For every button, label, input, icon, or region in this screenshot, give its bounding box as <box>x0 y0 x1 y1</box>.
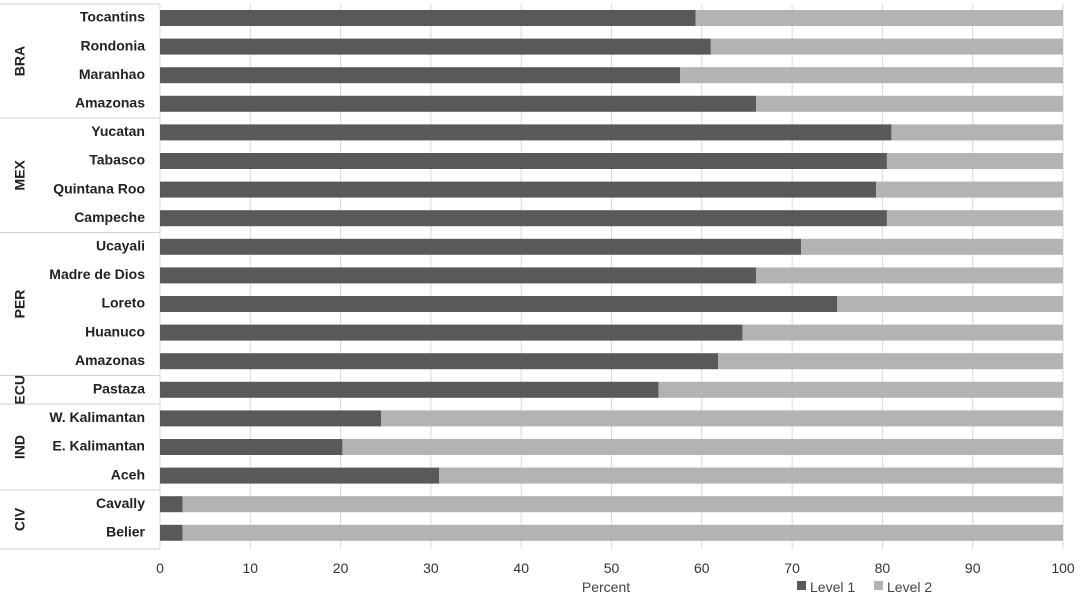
group-label: ECU <box>12 375 28 405</box>
bar-level-1 <box>160 439 343 455</box>
bar-level-1 <box>160 181 877 198</box>
x-tick-label: 20 <box>333 560 349 576</box>
bar-level-2 <box>182 524 1063 541</box>
legend-swatch <box>874 581 883 590</box>
bar-level-1 <box>160 10 696 26</box>
bar-level-2 <box>695 10 1063 26</box>
category-label: Maranhao <box>79 66 145 82</box>
bar-level-1 <box>160 95 756 112</box>
bar-level-2 <box>710 38 1063 55</box>
bar-level-2 <box>680 67 1063 84</box>
bar-level-2 <box>755 267 1063 284</box>
bar-level-1 <box>160 524 183 541</box>
category-label: Belier <box>106 524 145 540</box>
bar-level-2 <box>718 353 1063 370</box>
group-label: PER <box>12 290 28 319</box>
legend-swatch <box>797 581 806 590</box>
category-label: Tabasco <box>89 152 145 168</box>
x-tick-label: 0 <box>156 560 164 576</box>
bar-level-2 <box>886 210 1063 227</box>
bar-level-2 <box>381 410 1063 427</box>
x-tick-label: 60 <box>694 560 710 576</box>
bar-level-1 <box>160 296 838 312</box>
category-label: Rondonia <box>80 37 145 53</box>
category-label: Pastaza <box>93 381 145 397</box>
bar-level-2 <box>886 153 1063 169</box>
category-label: W. Kalimantan <box>49 409 145 425</box>
x-tick-label: 40 <box>513 560 529 576</box>
bar-level-1 <box>160 38 711 55</box>
bar-level-2 <box>342 439 1063 455</box>
bars <box>160 10 1064 541</box>
bar-level-1 <box>160 410 382 427</box>
bar-level-1 <box>160 153 887 169</box>
legend-label: Level 1 <box>810 579 855 595</box>
bar-level-1 <box>160 353 719 370</box>
category-label: Ucayali <box>96 238 145 254</box>
bar-level-2 <box>801 238 1063 255</box>
bar-level-1 <box>160 210 887 227</box>
category-label: Campeche <box>74 209 145 225</box>
category-label: Tocantins <box>80 9 145 25</box>
x-axis-ticks: 0 10 20 30 40 50 60 70 80 90 100 <box>156 560 1075 576</box>
category-label: Quintana Roo <box>53 180 145 196</box>
group-label: MEX <box>12 159 28 190</box>
group-label: BRA <box>12 46 28 76</box>
x-tick-label: 30 <box>423 560 439 576</box>
bar-level-1 <box>160 267 756 284</box>
bar-level-2 <box>755 95 1063 112</box>
bar-level-1 <box>160 238 802 255</box>
bar-level-2 <box>439 467 1064 484</box>
x-tick-label: 80 <box>875 560 891 576</box>
bar-level-2 <box>876 181 1063 198</box>
category-label: Amazonas <box>75 95 145 111</box>
bar-level-2 <box>182 496 1063 513</box>
x-tick-label: 90 <box>965 560 981 576</box>
bar-level-2 <box>742 324 1063 341</box>
category-label: E. Kalimantan <box>52 438 145 454</box>
group-label: IND <box>12 435 28 459</box>
category-label: Madre de Dios <box>49 266 145 282</box>
bar-level-1 <box>160 67 681 84</box>
bar-level-1 <box>160 324 743 341</box>
bar-level-2 <box>891 124 1063 141</box>
category-label: Huanuco <box>85 323 145 339</box>
bar-level-1 <box>160 381 659 398</box>
bar-level-1 <box>160 496 183 513</box>
x-axis-title: Percent <box>582 579 630 595</box>
category-label: Yucatan <box>91 123 145 139</box>
legend: Level 1 Level 2 <box>797 579 932 595</box>
bar-level-2 <box>658 381 1063 398</box>
category-label: Amazonas <box>75 352 145 368</box>
bar-level-2 <box>837 296 1063 312</box>
group-label: CIV <box>12 507 28 531</box>
category-label: Aceh <box>111 466 145 482</box>
category-label: Loreto <box>101 295 145 311</box>
x-tick-label: 10 <box>243 560 259 576</box>
x-tick-label: 100 <box>1051 560 1075 576</box>
category-labels: Tocantins Rondonia Maranhao Amazonas Yucatan… <box>49 9 145 540</box>
group-labels: BRA MEX PER ECU IND CIV <box>0 3 160 550</box>
legend-label: Level 2 <box>887 579 932 595</box>
category-label: Cavally <box>96 495 145 511</box>
x-tick-label: 50 <box>604 560 620 576</box>
bar-level-1 <box>160 124 892 141</box>
x-tick-label: 70 <box>784 560 800 576</box>
bar-level-1 <box>160 467 440 484</box>
